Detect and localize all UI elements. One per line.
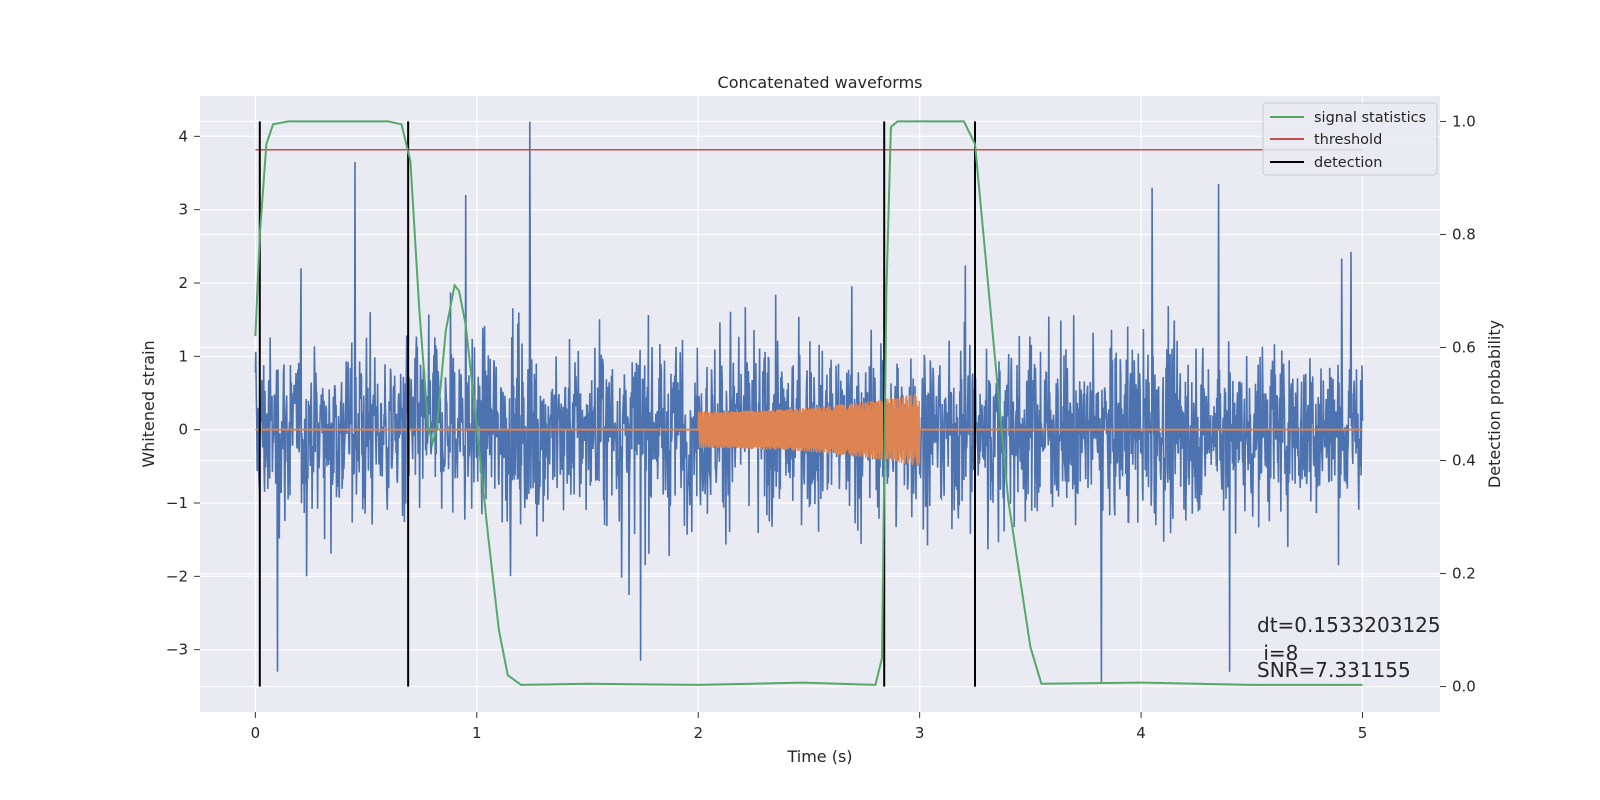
tick-label-x: 0 bbox=[251, 724, 261, 742]
right-axis-ticks: 0.0 0.2 0.4 0.6 0.8 1.0 bbox=[1440, 112, 1476, 696]
tick-label-x: 5 bbox=[1358, 724, 1368, 742]
chart-title: Concatenated waveforms bbox=[718, 73, 923, 92]
legend-label-detection: detection bbox=[1314, 155, 1382, 171]
x-axis-label: Time (s) bbox=[786, 747, 852, 766]
y-axis-label-right: Detection probability bbox=[1485, 320, 1504, 488]
tick-label-left: −3 bbox=[166, 641, 188, 659]
tick-label-right: 1.0 bbox=[1452, 112, 1476, 130]
annotation-snr: SNR=7.331155 bbox=[1257, 658, 1411, 682]
y-axis-label-left: Whitened strain bbox=[139, 340, 158, 467]
tick-label-left: 2 bbox=[178, 274, 188, 292]
tick-label-x: 1 bbox=[472, 724, 482, 742]
tick-label-right: 0.0 bbox=[1452, 678, 1476, 696]
chirp-line bbox=[697, 393, 921, 467]
tick-label-right: 0.8 bbox=[1452, 225, 1476, 243]
tick-label-left: 0 bbox=[178, 421, 188, 439]
tick-label-right: 0.6 bbox=[1452, 338, 1476, 356]
tick-label-x: 2 bbox=[693, 724, 703, 742]
tick-label-left: 4 bbox=[178, 127, 188, 145]
legend-box bbox=[1262, 102, 1438, 176]
legend-label-signal-statistics: signal statistics bbox=[1314, 110, 1426, 126]
tick-label-x: 3 bbox=[915, 724, 925, 742]
tick-label-right: 0.4 bbox=[1452, 452, 1476, 470]
left-axis-ticks: −3 −2 −1 0 1 2 3 4 bbox=[166, 127, 200, 659]
tick-label-right: 0.2 bbox=[1452, 565, 1476, 583]
chirp-series bbox=[697, 393, 921, 467]
legend-label-threshold: threshold bbox=[1314, 132, 1382, 148]
signal-statistics-line bbox=[254, 120, 1363, 686]
tick-label-left: −2 bbox=[166, 567, 188, 585]
tick-label-left: 1 bbox=[178, 347, 188, 365]
annotation-i: i=8 bbox=[1257, 641, 1298, 665]
tick-label-left: 3 bbox=[178, 201, 188, 219]
tick-label-x: 4 bbox=[1136, 724, 1146, 742]
tick-label-left: −1 bbox=[166, 494, 188, 512]
legend: signal statistics threshold detection bbox=[1262, 102, 1438, 176]
annotation-dt: dt=0.1533203125 bbox=[1257, 613, 1441, 637]
x-axis-ticks: 0 1 2 3 4 5 bbox=[251, 712, 1368, 742]
